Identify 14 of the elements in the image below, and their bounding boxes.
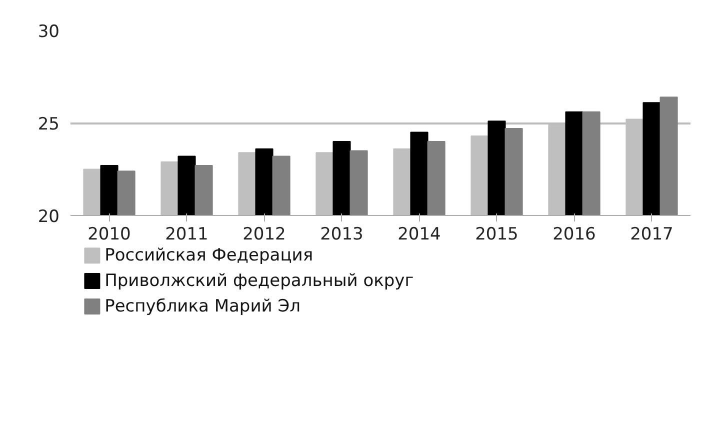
x-tick-label: 2014 [398,224,441,244]
x-tick-label: 2016 [552,224,596,244]
x-tick-label: 2010 [88,224,131,244]
x-tick-label: 2017 [630,224,674,244]
x-tick-label: 2015 [475,224,518,244]
y-tick-label: 20 [38,207,60,227]
x-tick-label: 2012 [242,224,286,244]
legend-label: Российская Федерация [104,246,314,266]
legend-label: Приволжский федеральный округ [104,271,414,292]
legend-label: Республика Марий Эл [104,296,300,316]
x-tick-label: 2013 [320,224,364,244]
y-tick-label: 30 [38,22,60,42]
x-tick-label: 2011 [165,224,208,244]
y-tick-label: 25 [38,114,60,134]
